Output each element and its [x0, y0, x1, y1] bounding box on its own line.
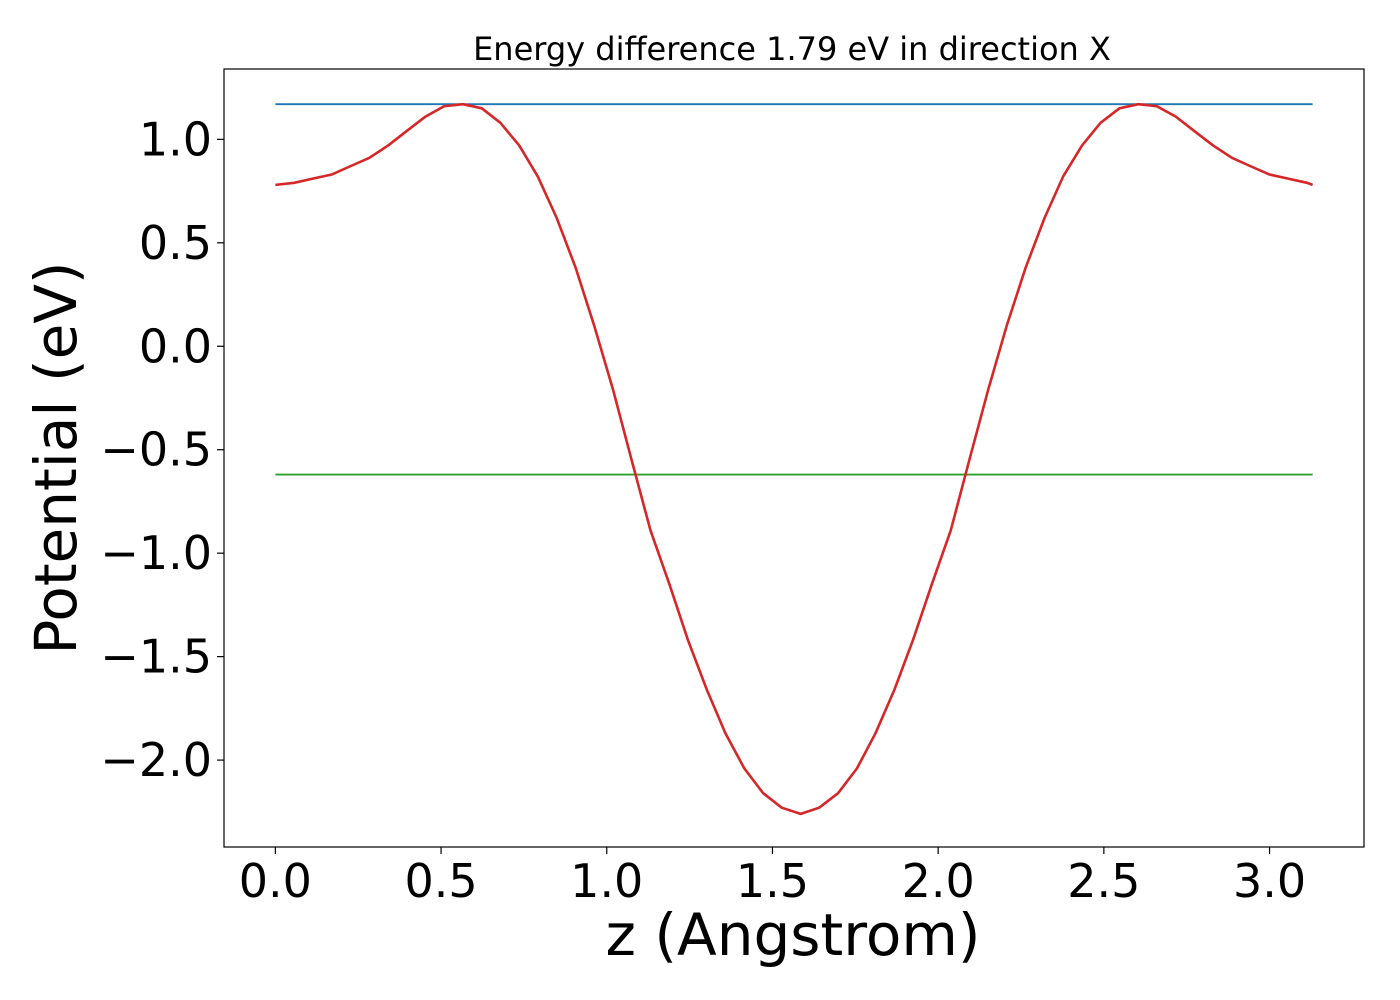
y-tick-label: 1.0 [139, 112, 212, 166]
y-tick-label: 0.5 [139, 216, 212, 270]
y-tick-label: −2.0 [100, 733, 212, 787]
plot-area [223, 68, 1365, 848]
axes-frame [223, 68, 1365, 848]
series-layer [275, 102, 1314, 816]
y-tick-label: −1.0 [100, 526, 212, 580]
x-tick-label: 1.0 [570, 854, 643, 908]
x-tick-label: 2.0 [902, 854, 975, 908]
x-tick-label: 1.5 [736, 854, 809, 908]
x-tick-label: 2.5 [1067, 854, 1140, 908]
y-axis-label: Potential (eV) [22, 261, 90, 654]
y-axis: 1.0 0.5 0.0 −0.5 −1.0 −1.5 −2.0 [100, 112, 224, 787]
x-tick-label: 3.0 [1233, 854, 1306, 908]
series-line-2 [275, 102, 1314, 816]
x-axis: 0.0 0.5 1.0 1.5 2.0 2.5 3.0 [239, 847, 1306, 908]
y-tick-label: −1.5 [100, 630, 212, 684]
x-tick-label: 0.0 [239, 854, 312, 908]
x-tick-label: 0.5 [404, 854, 477, 908]
y-tick-label: 0.0 [139, 319, 212, 373]
x-axis-label: z (Angstrom) [606, 901, 981, 969]
chart-title: Energy difference 1.79 eV in direction X [473, 30, 1111, 68]
y-tick-label: −0.5 [100, 423, 212, 477]
